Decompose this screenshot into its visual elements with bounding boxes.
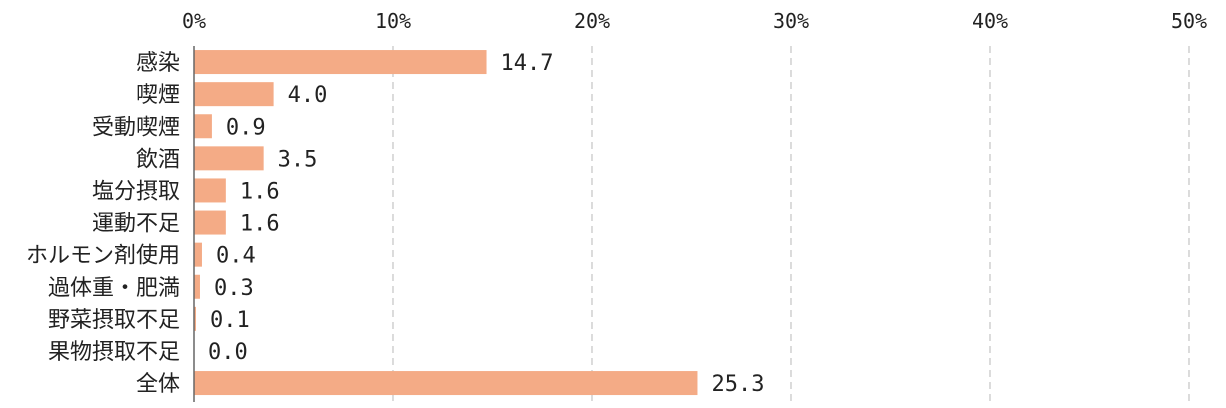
category-label: 全体: [136, 372, 180, 397]
data-label: 14.7: [501, 51, 554, 76]
bar: [194, 50, 487, 75]
data-label: 0.4: [216, 244, 256, 269]
data-label: 0.9: [226, 115, 266, 140]
x-tick-label: 10%: [375, 9, 411, 33]
x-tick-label: 0%: [182, 9, 206, 33]
bar: [194, 306, 196, 331]
data-label: 1.6: [240, 212, 280, 237]
data-label: 25.3: [711, 372, 764, 397]
bars: [194, 50, 698, 396]
x-tick-label: 30%: [773, 9, 809, 33]
bar: [194, 274, 200, 299]
category-label: 受動喫煙: [92, 115, 180, 140]
x-tick-label: 50%: [1171, 9, 1207, 33]
bar: [194, 210, 226, 235]
data-label: 0.1: [210, 308, 250, 333]
category-label: 塩分摂取: [92, 179, 180, 204]
data-label: 3.5: [278, 147, 318, 172]
bar: [194, 178, 226, 203]
bar: [194, 114, 212, 139]
category-label: 果物摂取不足: [48, 340, 180, 365]
category-label: ホルモン剤使用: [26, 244, 180, 269]
category-label: 過体重・肥満: [48, 276, 180, 301]
category-label: 感染: [136, 51, 180, 76]
bar: [194, 371, 698, 396]
category-label: 野菜摂取不足: [48, 308, 180, 333]
x-tick-label: 20%: [574, 9, 610, 33]
bar: [194, 82, 274, 107]
category-label: 運動不足: [92, 212, 180, 237]
bar: [194, 242, 202, 267]
category-label: 飲酒: [136, 147, 180, 172]
x-axis-ticks: 0% 10% 20% 30% 40% 50%: [182, 9, 1207, 33]
data-label: 4.0: [288, 83, 328, 108]
x-tick-label: 40%: [972, 9, 1008, 33]
category-label: 喫煙: [136, 83, 180, 108]
data-label: 0.3: [214, 276, 254, 301]
data-label: 1.6: [240, 179, 280, 204]
data-label: 0.0: [208, 340, 248, 365]
category-labels: 感染喫煙受動喫煙飲酒塩分摂取運動不足ホルモン剤使用過体重・肥満野菜摂取不足果物摂…: [26, 51, 180, 397]
data-labels: 14.7 4.0 0.9 3.5 1.6 1.6 0.4 0.3 0.1 0.0 25.3: [208, 51, 764, 397]
bar: [194, 146, 264, 171]
gridlines: [392, 46, 1190, 402]
